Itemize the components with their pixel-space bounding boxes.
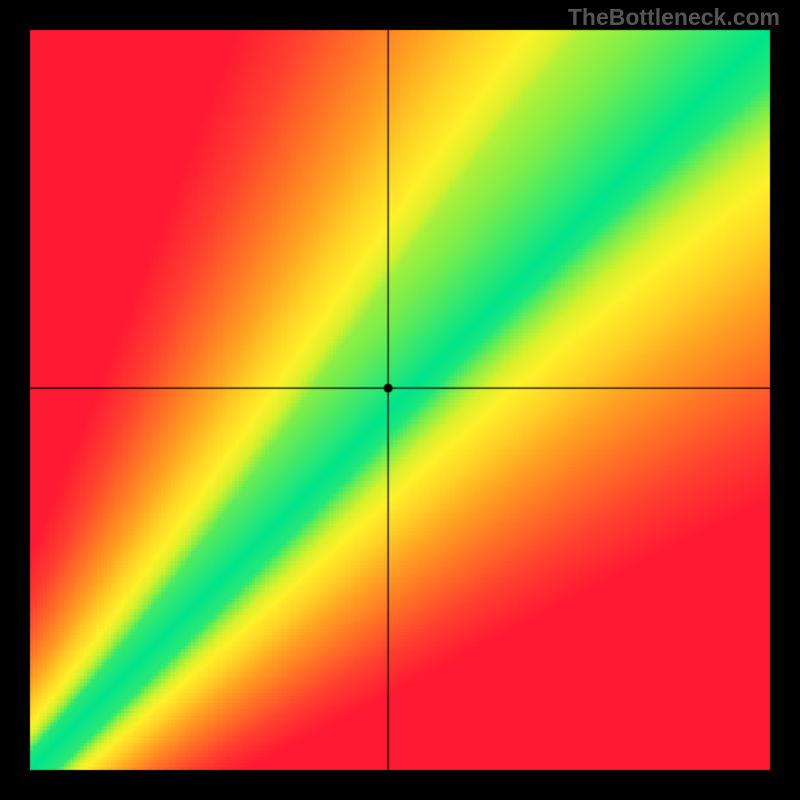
watermark: TheBottleneck.com [568,4,780,31]
chart-container: TheBottleneck.com [0,0,800,800]
heatmap-canvas [0,0,800,800]
